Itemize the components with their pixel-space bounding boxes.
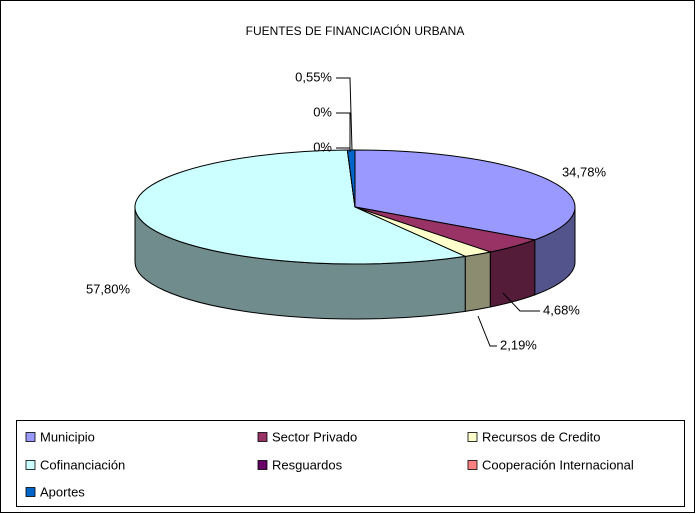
legend-box [16,420,685,507]
slice [134,149,467,265]
leader-line [477,315,497,347]
legend-swatch [257,460,268,470]
data-label: 57,80% [86,281,131,296]
data-label: 2,19% [500,337,537,352]
data-label: 0% [313,139,332,154]
legend-label: Aportes [40,484,85,499]
data-label: 0,55% [295,69,332,84]
slice [346,149,356,208]
legend-swatch [25,432,36,442]
data-label: 4,68% [543,302,580,317]
legend-label: Municipio [40,429,95,444]
legend-swatch [257,432,268,442]
data-label: 34,78% [562,164,607,179]
legend-swatch [25,460,36,470]
legend-swatch [467,460,478,470]
chart-title: FUENTES DE FINANCIACIÓN URBANA [246,23,465,38]
leader-line [336,112,351,150]
legend-label: Recursos de Credito [482,429,601,444]
slice [354,149,576,241]
data-label: 0% [313,104,332,119]
leader-line [336,77,353,151]
legend-label: Cooperación Internacional [482,457,634,472]
legend-label: Cofinanciación [40,457,125,472]
legend-label: Sector Privado [272,429,357,444]
legend-swatch [25,487,36,497]
leader-line [502,292,540,312]
slice-side [464,251,491,312]
legend-label: Resguardos [272,457,343,472]
legend-swatch [467,432,478,442]
